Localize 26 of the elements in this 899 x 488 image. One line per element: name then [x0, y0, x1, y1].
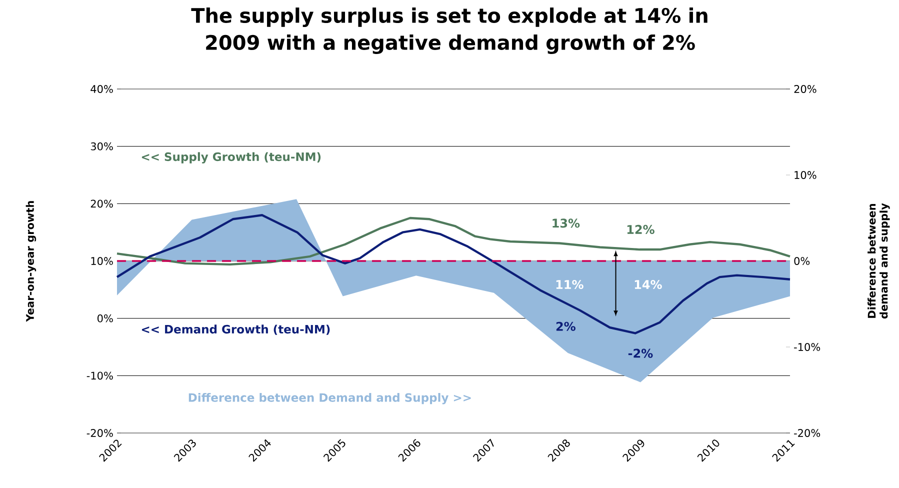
annotation: 11% [556, 280, 584, 290]
annotation: 13% [552, 218, 580, 228]
text: << Supply Growth (teu-NM) [142, 152, 321, 164]
annotation: -2% [628, 348, 653, 358]
y-tick-label: -10% [86, 372, 113, 380]
text: Difference between Demand and Supply >> [188, 392, 471, 404]
y2-tick-label: -10% [794, 343, 820, 351]
y2-axis-title: Difference between demand and supply [868, 203, 890, 318]
y-tick-label: 30% [90, 142, 113, 150]
line-series [116, 216, 792, 266]
y2-tick-label: 0% [794, 257, 810, 265]
text: << Demand Growth (teu-NM) [142, 324, 330, 335]
y2-tick-label: -20% [794, 429, 820, 437]
line-series [116, 214, 792, 334]
annotation: 12% [627, 224, 654, 234]
y2-tick-label: 10% [794, 171, 816, 179]
y-tick-label: 20% [90, 200, 113, 208]
annotation: 2% [556, 322, 576, 331]
y2-tick-label: 20% [794, 85, 816, 93]
y-tick-label: 0% [98, 314, 113, 322]
annotation: 14% [634, 280, 662, 290]
chart-title: The supply surplus is set to explode at 14% in 2009 with a negative demand growth of 2% [191, 8, 708, 54]
y-axis-title: Year-on-year growth [26, 201, 36, 322]
y-tick-label: 40% [90, 85, 113, 93]
y-tick-label: 10% [91, 257, 113, 265]
y-tick-label: -20% [86, 429, 113, 437]
